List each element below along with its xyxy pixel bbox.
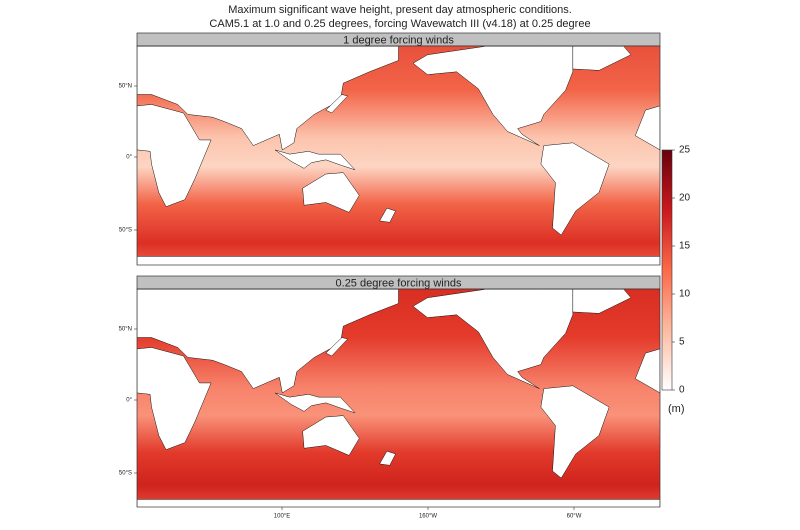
- panel-title: 0.25 degree forcing winds: [336, 277, 462, 289]
- colorbar-tick-label: 20: [679, 193, 691, 204]
- colorbar-label: (m): [668, 403, 685, 415]
- lon-label: 60°W: [567, 514, 582, 520]
- colorbar: [661, 149, 673, 391]
- colorbar-tick-label: 0: [679, 385, 685, 396]
- lat-label: 0°: [126, 398, 132, 404]
- lat-label: 50°N: [119, 84, 132, 90]
- map-frame: [136, 45, 661, 266]
- map-area: [137, 289, 660, 507]
- colorbar-tick-label: 5: [679, 337, 685, 348]
- lon-label: 100°E: [274, 514, 290, 520]
- map-area: [137, 46, 660, 265]
- panel-title: 1 degree forcing winds: [343, 34, 454, 46]
- colorbar-tick-label: 15: [679, 241, 691, 252]
- lat-label: 50°S: [119, 228, 132, 234]
- colorbar-tick-label: 10: [679, 289, 691, 300]
- colorbar-tick-label: 25: [679, 145, 691, 156]
- map-panel: 0.25 degree forcing winds 50°N 0° 50°S: [119, 275, 661, 508]
- lat-label: 50°N: [119, 327, 132, 333]
- map-panel: 1 degree forcing winds 50°N 0° 50°S: [119, 32, 661, 266]
- map-frame: [136, 288, 661, 508]
- lon-label: 160°W: [419, 514, 437, 520]
- title-line: Maximum significant wave height, present…: [228, 4, 572, 16]
- lat-label: 0°: [126, 155, 132, 161]
- title-line: CAM5.1 at 1.0 and 0.25 degrees, forcing …: [209, 18, 590, 30]
- lat-label: 50°S: [119, 471, 132, 477]
